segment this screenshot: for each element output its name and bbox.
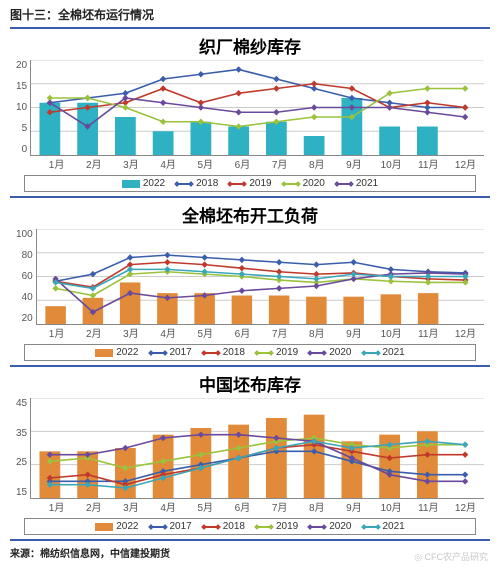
y-axis: 20151050 <box>16 60 30 155</box>
bar <box>266 418 287 498</box>
series-line <box>50 70 465 108</box>
chart-title: 全棉坯布开工负荷 <box>16 202 484 227</box>
chart-svg <box>31 398 484 498</box>
legend-item: 2018 <box>202 521 245 532</box>
bar <box>379 127 400 156</box>
chart-panel: 全棉坯布开工负荷100806040201月2月3月4月5月6月7月8月9月10月… <box>10 196 490 365</box>
legend-item: 2022 <box>95 521 138 532</box>
legend-item: 2022 <box>122 178 165 189</box>
bar <box>191 122 212 155</box>
bar <box>120 282 140 324</box>
chart-title: 织厂棉纱库存 <box>16 33 484 58</box>
chart-panel: 中国坯布库存 45352515 1月2月3月4月5月6月7月8月9月10月11月12… <box>10 365 490 539</box>
legend-item: 2020 <box>282 178 325 189</box>
bar <box>418 293 438 324</box>
bar <box>304 415 325 498</box>
legend-item: 2019 <box>255 347 298 358</box>
series-line <box>50 435 465 482</box>
legend-item: 2017 <box>149 347 192 358</box>
legend-item: 2021 <box>362 347 405 358</box>
legend-item: 2020 <box>308 347 351 358</box>
series-line <box>50 98 465 127</box>
bar <box>115 117 136 155</box>
legend-item: 2018 <box>202 347 245 358</box>
figure-label: 图十三：全棉坯布运行情况 <box>10 6 490 23</box>
legend: 2022 2018 2019 2020 2021 <box>24 175 476 192</box>
legend-item: 2021 <box>335 178 378 189</box>
bar <box>153 435 174 498</box>
plot-area <box>30 60 484 156</box>
x-axis: 1月2月3月4月5月6月7月8月9月10月11月12月 <box>38 156 484 171</box>
legend-item: 2017 <box>149 521 192 532</box>
chart-svg <box>37 229 484 324</box>
bar <box>343 297 363 324</box>
legend-item: 2019 <box>228 178 271 189</box>
legend-item: 2019 <box>255 521 298 532</box>
chart-title: 中国坯布库存 <box>16 371 484 396</box>
bar <box>304 136 325 155</box>
plot-area <box>36 229 484 325</box>
legend: 2022 2017 2018 2019 2020 2021 <box>24 518 476 535</box>
bar <box>380 294 400 324</box>
watermark: ◎ CFC农产品研究 <box>414 550 488 563</box>
y-axis: 45352515 <box>16 398 30 498</box>
legend: 2022 2017 2018 2019 2020 2021 <box>24 344 476 361</box>
figure-container: 图十三：全棉坯布运行情况 织厂棉纱库存 20151050 1月2月3月4月5月6月7… <box>0 0 500 571</box>
chart-panel: 织厂棉纱库存 20151050 1月2月3月4月5月6月7月8月9月10月11月12… <box>10 29 490 196</box>
y-axis: 10080604020 <box>16 229 36 324</box>
bar <box>417 127 438 156</box>
legend-item: 2018 <box>175 178 218 189</box>
chart-svg <box>31 60 484 155</box>
legend-item: 2020 <box>308 521 351 532</box>
legend-item: 2022 <box>95 347 138 358</box>
panel-area: 织厂棉纱库存 20151050 1月2月3月4月5月6月7月8月9月10月11月12… <box>10 27 490 541</box>
bar <box>269 296 289 325</box>
bar <box>306 297 326 324</box>
plot-area <box>30 398 484 499</box>
bar <box>228 127 249 156</box>
bar <box>153 131 174 155</box>
legend-item: 2021 <box>362 521 405 532</box>
bar <box>231 296 251 325</box>
x-axis: 1月2月3月4月5月6月7月8月9月10月11月12月 <box>38 499 484 514</box>
bar <box>45 306 65 324</box>
bar <box>266 122 287 155</box>
x-axis: 1月2月3月4月5月6月7月8月9月10月11月12月 <box>38 325 484 340</box>
